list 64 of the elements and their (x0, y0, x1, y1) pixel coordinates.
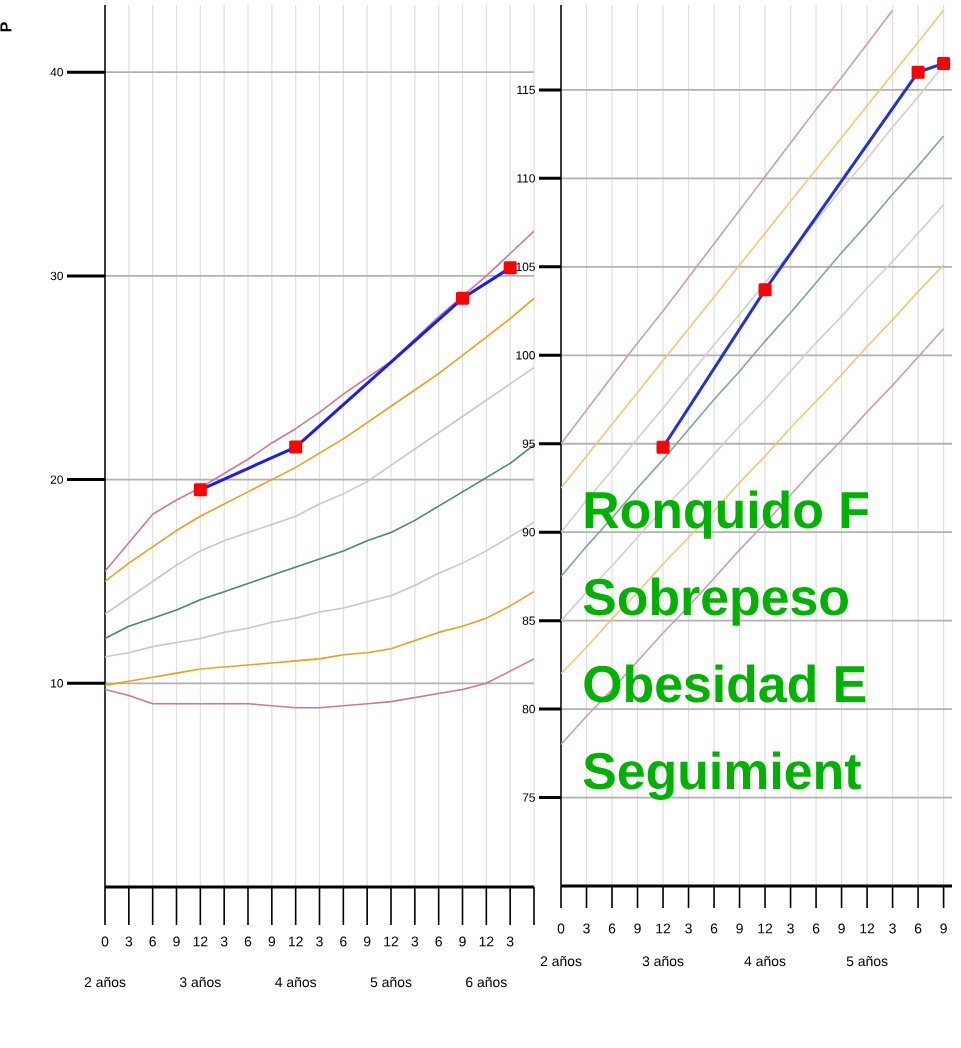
x-tick-label: 9 (268, 936, 276, 947)
text: 4 años (744, 956, 786, 967)
x-tick-label: 12 (479, 936, 494, 947)
y-tick-label: 85 (522, 616, 535, 625)
x-tick-label: 9 (363, 936, 371, 947)
x-tick-label: 3 (316, 936, 323, 947)
x-tick-label: 0 (101, 936, 109, 947)
x-tick-label: 9 (173, 936, 180, 947)
y-tick-label: 20 (50, 475, 64, 484)
x-tick-label: 9 (459, 936, 466, 947)
annotation: Obesidad E (584, 664, 866, 703)
x-tick-label: 9 (736, 923, 743, 934)
x-tick-label: 0 (557, 923, 565, 934)
x-tick-label: 12 (656, 923, 671, 934)
x-tick-label: 12 (288, 936, 303, 947)
annotation: Seguimient (583, 751, 861, 800)
text: 5 años (370, 977, 412, 988)
y-tick-label: 75 (522, 793, 535, 802)
x-tick-label: 3 (787, 923, 794, 934)
x-tick-label: 6 (812, 923, 820, 934)
annotation: Ronquido F (585, 490, 869, 539)
x-tick-label: 3 (685, 923, 692, 934)
y-axis-title: P (0, 22, 12, 32)
y-tick-label: 40 (50, 67, 64, 77)
line-series (105, 297, 534, 583)
text: 5 años (846, 956, 888, 967)
x-tick-label: 3 (583, 923, 590, 934)
line-series (561, 327, 945, 746)
text: 2 años (84, 977, 126, 988)
x-tick-label: 12 (758, 923, 773, 934)
y-tick-label: 30 (50, 271, 64, 281)
x-tick-label: 12 (193, 936, 208, 947)
y-tick-label: 80 (522, 704, 536, 714)
y-tick-label: 10 (51, 679, 64, 688)
x-tick-label: 6 (340, 936, 347, 947)
text: 3 años (642, 956, 684, 967)
x-tick-label: 3 (889, 923, 896, 934)
y-tick-label: 115 (517, 85, 535, 95)
x-tick-label: 3 (220, 936, 228, 947)
y-tick-label: 90 (522, 527, 536, 537)
x-tick-label: 6 (435, 936, 442, 947)
text: 4 años (275, 977, 317, 988)
x-tick-label: 12 (384, 936, 399, 947)
x-tick-label: 12 (860, 923, 875, 934)
x-tick-label: 6 (608, 923, 616, 934)
x-tick-label: 3 (411, 936, 419, 947)
x-tick-label: 9 (634, 923, 641, 934)
x-tick-label: 3 (506, 936, 514, 947)
y-tick-label: 95 (522, 439, 535, 448)
x-tick-label: 6 (244, 936, 252, 947)
text: 2 años (540, 956, 582, 967)
text: 3 años (179, 977, 221, 988)
annotation: Sobrepeso (583, 577, 848, 626)
x-tick-label: 3 (125, 936, 133, 947)
line-series (561, 135, 945, 578)
x-tick-label: 9 (838, 923, 845, 934)
x-tick-label: 6 (710, 923, 718, 934)
x-tick-label: 6 (149, 936, 156, 947)
text: 6 años (466, 977, 507, 988)
x-tick-label: 9 (940, 923, 947, 934)
y-tick-label: 110 (517, 174, 536, 183)
line-series (105, 521, 534, 658)
y-tick-label: 100 (516, 351, 536, 360)
x-tick-label: 6 (914, 923, 922, 934)
